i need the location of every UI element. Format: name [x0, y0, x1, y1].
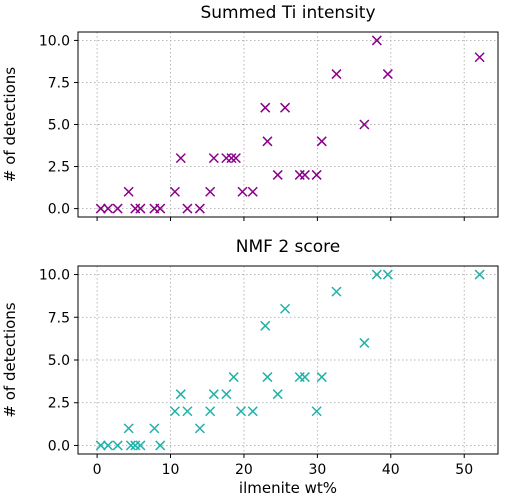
data-point — [194, 423, 205, 434]
y-axis-label: # of detections — [1, 67, 19, 182]
y-tick-label: 0.0 — [48, 438, 70, 454]
data-point — [331, 286, 342, 297]
data-point — [182, 203, 193, 214]
data-point — [169, 406, 180, 417]
chart-panel-2: NMF 2 score 0.0 2.5 5.0 7.5 10.0 0 10 20 30 40 50 # … — [1, 237, 499, 497]
data-point — [226, 153, 237, 164]
data-point — [194, 203, 205, 214]
data-point — [359, 337, 370, 348]
data-point — [382, 269, 393, 280]
data-point — [359, 119, 370, 130]
data-point — [280, 102, 291, 113]
data-point — [272, 389, 283, 400]
x-tick-label: 20 — [235, 462, 253, 478]
data-point — [316, 372, 327, 383]
data-point — [103, 203, 114, 214]
x-axis-label: ilmenite wt% — [239, 479, 337, 497]
data-point — [247, 186, 258, 197]
chart-title: NMF 2 score — [236, 237, 340, 257]
data-point — [125, 440, 136, 451]
data-point — [221, 153, 232, 164]
data-point — [316, 136, 327, 147]
data-point — [112, 203, 123, 214]
data-point — [311, 406, 322, 417]
data-point — [208, 389, 219, 400]
data-point — [103, 440, 114, 451]
y-tick-label: 10.0 — [39, 33, 70, 49]
y-tick-label: 7.5 — [48, 75, 70, 91]
y-tick-label: 5.0 — [48, 353, 70, 369]
chart-title: Summed Ti intensity — [200, 3, 375, 23]
data-point — [135, 440, 146, 451]
data-point — [294, 372, 305, 383]
data-point — [311, 169, 322, 180]
data-point — [237, 186, 248, 197]
data-point — [112, 440, 123, 451]
data-point — [205, 186, 216, 197]
data-point — [155, 203, 166, 214]
data-point — [247, 406, 258, 417]
data-point — [175, 153, 186, 164]
data-point — [262, 136, 273, 147]
data-point — [299, 372, 310, 383]
data-point — [371, 35, 382, 46]
data-point — [474, 52, 485, 63]
data-point — [280, 303, 291, 314]
data-point — [123, 423, 134, 434]
data-point — [149, 423, 160, 434]
data-point — [205, 406, 216, 417]
data-point — [95, 440, 106, 451]
y-tick-label: 2.5 — [48, 396, 70, 412]
data-point — [260, 320, 271, 331]
data-point — [382, 69, 393, 80]
y-tick-label: 2.5 — [48, 160, 70, 176]
data-point — [208, 153, 219, 164]
x-tick-label: 40 — [382, 462, 400, 478]
x-tick-label: 10 — [162, 462, 180, 478]
data-point — [331, 69, 342, 80]
y-tick-label: 10.0 — [39, 268, 70, 284]
data-point — [95, 203, 106, 214]
data-point — [262, 372, 273, 383]
data-point — [221, 389, 232, 400]
data-point — [260, 102, 271, 113]
data-point — [182, 406, 193, 417]
data-point — [272, 169, 283, 180]
data-point — [299, 169, 310, 180]
data-point — [135, 203, 146, 214]
x-tick-label: 30 — [308, 462, 326, 478]
y-tick-label: 7.5 — [48, 310, 70, 326]
x-tick-label: 50 — [455, 462, 473, 478]
x-tick-label: 0 — [93, 462, 102, 478]
data-point — [175, 389, 186, 400]
data-point — [228, 372, 239, 383]
data-point — [230, 153, 241, 164]
data-point — [155, 440, 166, 451]
y-tick-label: 0.0 — [48, 202, 70, 218]
data-point — [294, 169, 305, 180]
y-axis-label: # of detections — [1, 302, 19, 417]
y-tick-label: 5.0 — [48, 118, 70, 134]
data-point — [123, 186, 134, 197]
data-point — [169, 186, 180, 197]
chart-panel-1: Summed Ti intensity 0.0 2.5 5.0 7.5 10.0 # of … — [1, 3, 499, 221]
data-point — [474, 269, 485, 280]
data-point — [371, 269, 382, 280]
data-point — [235, 406, 247, 417]
